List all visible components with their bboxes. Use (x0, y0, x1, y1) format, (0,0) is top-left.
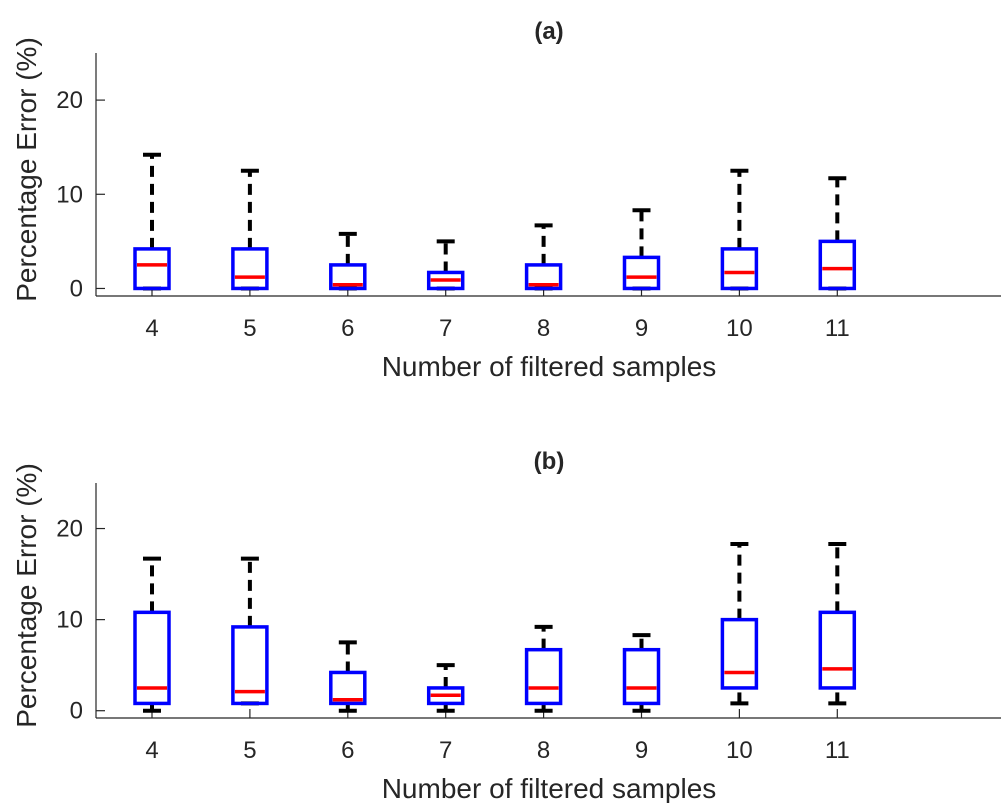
panel-b-box (818, 610, 857, 690)
panel-a-ytick-label: 0 (70, 275, 83, 302)
panel-b-xtick-label: 8 (537, 737, 550, 764)
panel-a-box (133, 247, 171, 291)
panel-a-xlabel: Number of filtered samples (382, 351, 717, 382)
panel-a-xtick-label: 10 (726, 315, 753, 342)
panel-a-xtick-label: 5 (243, 315, 256, 342)
panel-b-box (329, 670, 367, 706)
panel-b-ylabel: Percentage Error (%) (11, 463, 42, 728)
panel-b-ytick-label: 0 (70, 698, 83, 725)
panel-b-xtick-label: 4 (145, 737, 158, 764)
panel-b-xtick-label: 7 (439, 737, 452, 764)
panel-a-xtick-label: 7 (439, 315, 452, 342)
panel-b-ytick-label: 10 (56, 607, 83, 634)
panel-a-box (818, 239, 857, 291)
panel-a-xtick-label: 9 (635, 315, 648, 342)
panel-a-title: (a) (534, 18, 563, 45)
panel-b-xtick-label: 6 (341, 737, 354, 764)
panel-b-box (720, 617, 759, 690)
panel-a-box (622, 255, 661, 291)
panel-b-box (622, 647, 661, 706)
panel-a-box (231, 247, 269, 291)
panel-b-xtick-label: 11 (825, 737, 850, 764)
panel-b-title: (b) (534, 448, 565, 475)
panel-a-xtick-label: 4 (145, 315, 158, 342)
panel-a-xtick-label: 11 (825, 315, 850, 342)
panel-a-ylabel: Percentage Error (%) (11, 37, 42, 302)
panel-b-box (524, 647, 563, 706)
panel-a-xtick-label: 8 (537, 315, 550, 342)
panel-a-box (720, 247, 759, 291)
panel-a-xtick-label: 6 (341, 315, 354, 342)
panel-b-xlabel: Number of filtered samples (382, 773, 717, 803)
panel-b-box (231, 625, 269, 706)
panel-b-ytick-label: 20 (56, 516, 83, 543)
panel-a-box (426, 270, 465, 291)
panel-b-xtick-label: 10 (726, 737, 753, 764)
panel-b-box (133, 610, 171, 706)
panel-a-box (524, 263, 563, 291)
panel-b-xtick-label: 9 (635, 737, 648, 764)
panel-b-box (426, 686, 465, 706)
panel-a-ytick-label: 10 (56, 181, 83, 208)
panel-b-xtick-label: 5 (243, 737, 256, 764)
panel-a-ytick-label: 20 (56, 87, 83, 114)
panel-a-box (329, 263, 367, 291)
